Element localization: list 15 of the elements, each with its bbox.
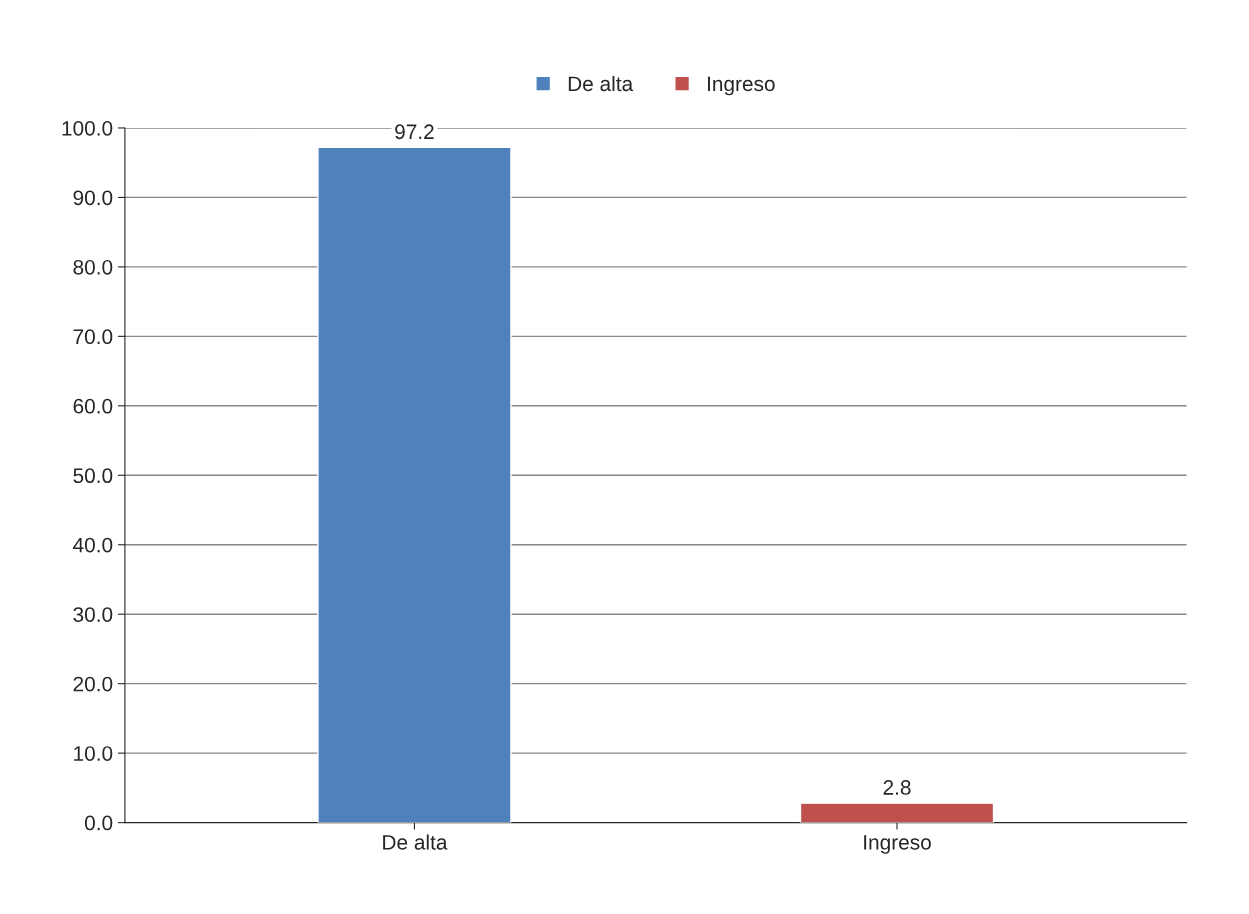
y-tick-label: 20.0 bbox=[73, 676, 113, 692]
y-tick-label: 40.0 bbox=[73, 537, 113, 553]
legend-label: Ingreso bbox=[707, 76, 775, 96]
data-label: 97.2 bbox=[395, 124, 434, 140]
legend-label: De alta bbox=[568, 75, 634, 92]
y-tick-label: 30.0 bbox=[73, 607, 113, 622]
y-tick-label: 60.0 bbox=[73, 398, 113, 414]
y-tick-label: 0.0 bbox=[84, 815, 113, 831]
y-tick-label: 50.0 bbox=[73, 468, 113, 484]
y-tick-label: 80.0 bbox=[73, 259, 113, 275]
data-label: 2.8 bbox=[883, 780, 911, 795]
y-tick-label: 90.0 bbox=[73, 190, 113, 206]
y-tick-label: 10.0 bbox=[74, 746, 113, 761]
y-tick-label: 70.0 bbox=[73, 329, 113, 345]
y-tick-label: 100.0 bbox=[62, 120, 113, 136]
